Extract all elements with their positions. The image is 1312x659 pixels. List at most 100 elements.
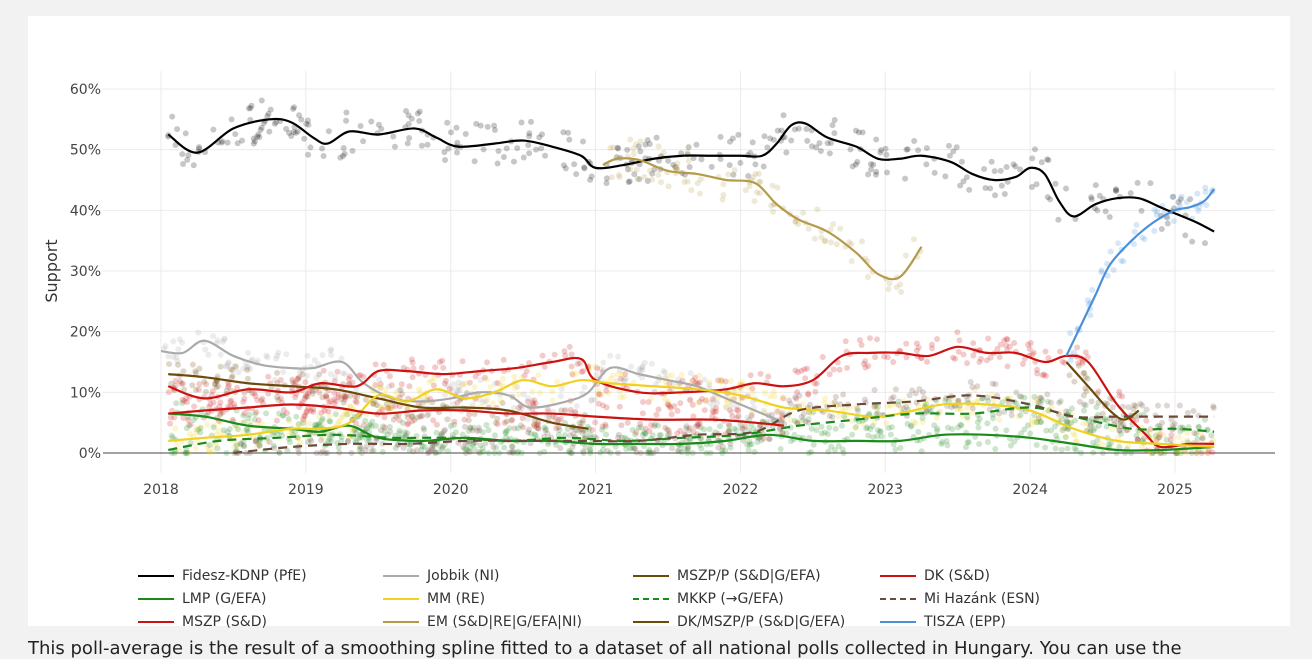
poll-point (877, 428, 884, 435)
poll-point (344, 437, 351, 444)
poll-point (793, 395, 800, 402)
poll-point (421, 443, 428, 450)
poll-point (976, 359, 983, 366)
poll-point (1016, 393, 1023, 400)
legend-item[interactable]: Fidesz-KDNP (PfE) (138, 568, 307, 584)
poll-point (1062, 185, 1069, 192)
poll-point (1074, 344, 1081, 351)
poll-point (326, 418, 333, 425)
poll-point (514, 145, 521, 152)
poll-point (184, 398, 191, 405)
poll-point (1208, 432, 1215, 439)
series-line-dk-s-d (167, 345, 1215, 449)
poll-point (696, 420, 703, 427)
poll-point (525, 429, 532, 436)
poll-point (219, 138, 226, 145)
poll-point (1091, 425, 1098, 432)
legend-item[interactable]: MSZP/P (S&D|G/EFA) (633, 568, 821, 584)
poll-point (331, 400, 338, 407)
poll-point (1080, 401, 1087, 408)
poll-point (296, 112, 303, 119)
poll-point (465, 417, 472, 424)
poll-point (1091, 205, 1098, 212)
poll-point (338, 355, 345, 362)
poll-point (603, 175, 610, 182)
poll-point (1133, 222, 1140, 229)
poll-point (597, 391, 604, 398)
poll-point (436, 443, 443, 450)
poll-point (171, 414, 178, 421)
poll-point (597, 365, 604, 372)
poll-point (664, 373, 671, 380)
poll-point (898, 289, 905, 296)
legend-swatch (383, 598, 419, 600)
poll-point (637, 367, 644, 374)
legend-item[interactable]: Jobbik (NI) (383, 568, 499, 584)
poll-point (336, 449, 343, 456)
poll-point (794, 389, 801, 396)
poll-point (251, 416, 258, 423)
poll-point (636, 176, 643, 183)
poll-point (1174, 449, 1181, 456)
legend-item[interactable]: EM (S&D|RE|G/EFA|NI) (383, 614, 582, 630)
poll-point (1131, 228, 1138, 235)
legend-item[interactable]: DK (S&D) (880, 568, 990, 584)
poll-point (634, 175, 641, 182)
poll-point (405, 112, 412, 119)
legend-item[interactable]: Mi Hazánk (ESN) (880, 591, 1040, 607)
legend-item[interactable]: MKKP (→G/EFA) (633, 591, 784, 607)
poll-point (774, 127, 781, 134)
poll-point (1176, 402, 1183, 409)
poll-point (409, 374, 416, 381)
poll-point (267, 106, 274, 113)
poll-point (206, 442, 213, 449)
poll-point (554, 378, 561, 385)
poll-point (403, 107, 410, 114)
poll-point (183, 446, 190, 453)
poll-point (179, 400, 186, 407)
poll-point (1143, 406, 1150, 413)
poll-point (1048, 427, 1055, 434)
poll-point (1017, 412, 1024, 419)
poll-point (516, 391, 523, 398)
legend-item[interactable]: TISZA (EPP) (880, 614, 1006, 630)
poll-point (347, 403, 354, 410)
legend-item[interactable]: DK/MSZP/P (S&D|G/EFA) (633, 614, 845, 630)
poll-point (826, 424, 833, 431)
poll-point (969, 405, 976, 412)
poll-point (503, 145, 510, 152)
poll-point (866, 410, 873, 417)
poll-point (1191, 429, 1198, 436)
poll-point (1017, 166, 1024, 173)
poll-point (228, 116, 235, 123)
legend-item[interactable]: MM (RE) (383, 591, 485, 607)
poll-point (1008, 412, 1015, 419)
poll-point (998, 182, 1005, 189)
poll-point (828, 443, 835, 450)
poll-point (942, 397, 949, 404)
poll-point (1153, 211, 1160, 218)
poll-point (491, 127, 498, 134)
poll-point (192, 386, 199, 393)
poll-point (703, 450, 710, 456)
poll-point (1195, 207, 1202, 214)
poll-point (991, 168, 998, 175)
poll-point (717, 156, 724, 163)
poll-point (617, 394, 624, 401)
poll-point (245, 428, 252, 435)
poll-point (206, 403, 213, 410)
legend-item[interactable]: MSZP (S&D) (138, 614, 267, 630)
poll-point (372, 381, 379, 388)
poll-point (1088, 196, 1095, 203)
poll-point (620, 376, 627, 383)
legend-item[interactable]: LMP (G/EFA) (138, 591, 266, 607)
poll-point (176, 447, 183, 454)
poll-point (630, 145, 637, 152)
poll-point (462, 380, 469, 387)
poll-point (718, 377, 725, 384)
poll-point (349, 427, 356, 434)
poll-point (1163, 436, 1170, 443)
poll-point (381, 428, 388, 435)
poll-point (615, 172, 622, 179)
poll-point (324, 450, 331, 456)
